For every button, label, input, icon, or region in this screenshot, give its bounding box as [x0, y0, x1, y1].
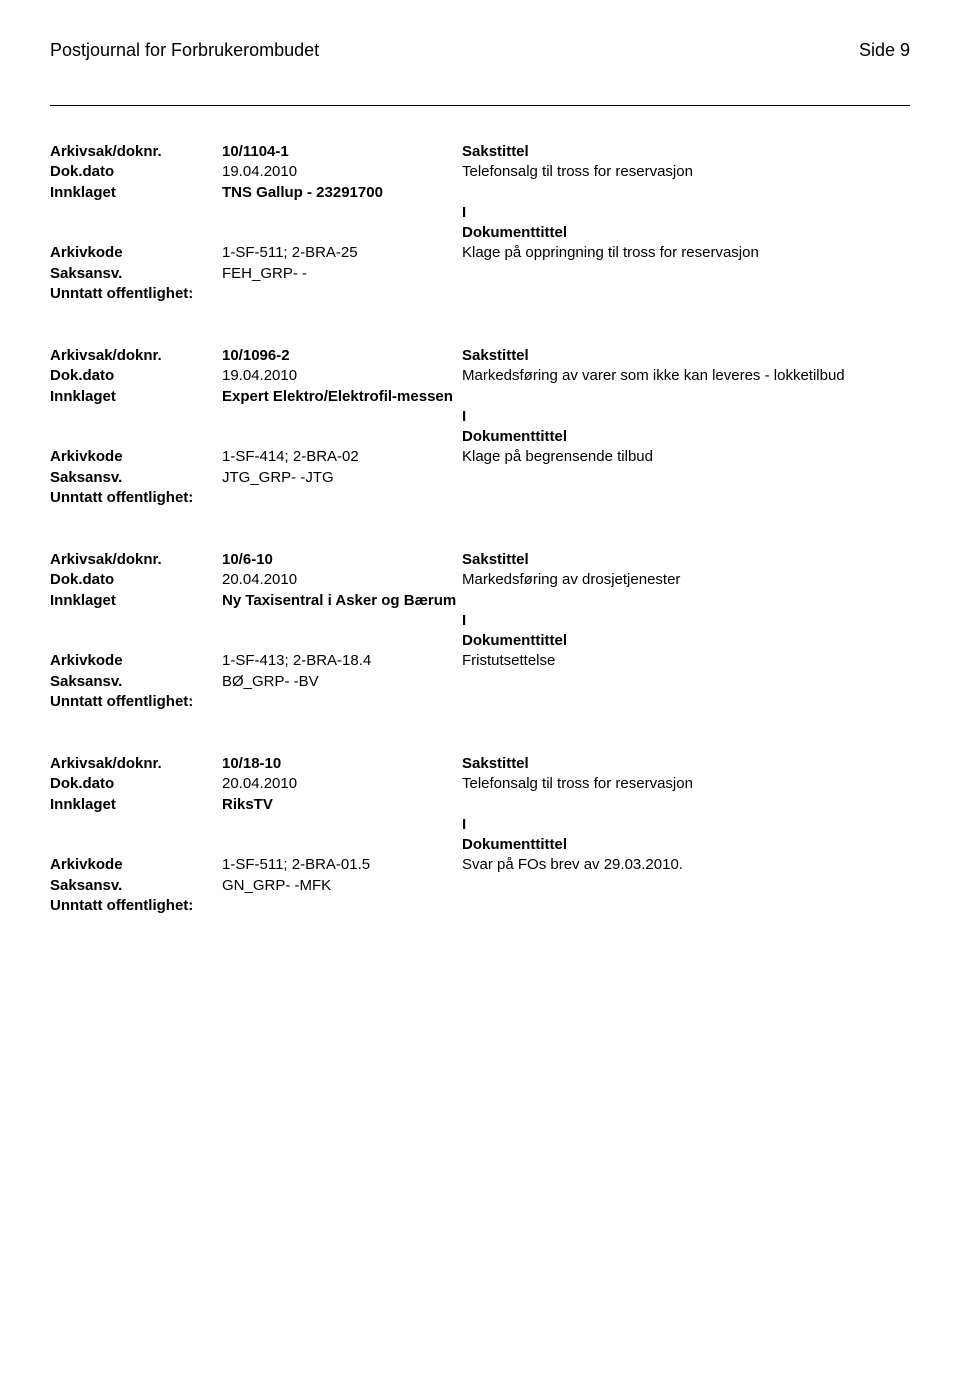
value-type: I: [462, 407, 910, 427]
value-sakstittel: Telefonsalg til tross for reservasjon: [462, 162, 910, 182]
value-dokumenttittel: Fristutsettelse: [462, 651, 910, 671]
value-arkivkode: 1-SF-511; 2-BRA-01.5: [222, 855, 462, 875]
value-dokdato: 19.04.2010: [222, 366, 462, 386]
value-arkivsak: 10/1096-2: [222, 346, 462, 366]
value-saksansv: GN_GRP- -MFK: [222, 876, 462, 896]
page-number: Side 9: [859, 40, 910, 61]
label-sakstittel: Sakstittel: [462, 346, 910, 366]
value-dokumenttittel: Klage på begrensende tilbud: [462, 447, 910, 467]
label-innklaget: Innklaget: [50, 183, 222, 203]
label-arkivkode: Arkivkode: [50, 447, 222, 467]
entries-container: Arkivsak/doknr. 10/1104-1 Sakstittel Dok…: [50, 142, 910, 916]
value-arkivkode: 1-SF-414; 2-BRA-02: [222, 447, 462, 467]
value-arkivsak: 10/18-10: [222, 754, 462, 774]
value-sakstittel: Markedsføring av drosjetjenester: [462, 570, 910, 590]
divider: [50, 105, 910, 106]
label-dokdato: Dok.dato: [50, 774, 222, 794]
journal-title: Postjournal for Forbrukerombudet: [50, 40, 319, 61]
label-arkivsak: Arkivsak/doknr.: [50, 346, 222, 366]
value-sakstittel: Markedsføring av varer som ikke kan leve…: [462, 366, 910, 386]
value-sakstittel: Telefonsalg til tross for reservasjon: [462, 774, 910, 794]
label-dokdato: Dok.dato: [50, 162, 222, 182]
label-innklaget: Innklaget: [50, 795, 222, 815]
value-dokdato: 20.04.2010: [222, 570, 462, 590]
value-arkivsak: 10/6-10: [222, 550, 462, 570]
label-unntatt: Unntatt offentlighet:: [50, 284, 222, 304]
journal-entry: Arkivsak/doknr. 10/1104-1 Sakstittel Dok…: [50, 142, 910, 304]
value-dokdato: 20.04.2010: [222, 774, 462, 794]
label-unntatt: Unntatt offentlighet:: [50, 692, 222, 712]
label-dokdato: Dok.dato: [50, 570, 222, 590]
label-arkivkode: Arkivkode: [50, 243, 222, 263]
label-sakstittel: Sakstittel: [462, 550, 910, 570]
label-dokumenttittel: Dokumenttittel: [462, 835, 910, 855]
label-unntatt: Unntatt offentlighet:: [50, 488, 222, 508]
value-saksansv: BØ_GRP- -BV: [222, 672, 462, 692]
value-innklaget: TNS Gallup - 23291700: [222, 183, 462, 203]
value-dokumenttittel: Klage på oppringning til tross for reser…: [462, 243, 910, 263]
value-dokdato: 19.04.2010: [222, 162, 462, 182]
value-type: I: [462, 611, 910, 631]
label-arkivkode: Arkivkode: [50, 855, 222, 875]
label-saksansv: Saksansv.: [50, 468, 222, 488]
value-dokumenttittel: Svar på FOs brev av 29.03.2010.: [462, 855, 910, 875]
page-header: Postjournal for Forbrukerombudet Side 9: [50, 40, 910, 61]
label-sakstittel: Sakstittel: [462, 754, 910, 774]
value-innklaget: Expert Elektro/Elektrofil-messen: [222, 387, 462, 407]
value-arkivkode: 1-SF-413; 2-BRA-18.4: [222, 651, 462, 671]
label-saksansv: Saksansv.: [50, 876, 222, 896]
value-saksansv: JTG_GRP- -JTG: [222, 468, 462, 488]
label-dokumenttittel: Dokumenttittel: [462, 427, 910, 447]
value-innklaget: RiksTV: [222, 795, 462, 815]
journal-entry: Arkivsak/doknr. 10/1096-2 Sakstittel Dok…: [50, 346, 910, 508]
label-arkivsak: Arkivsak/doknr.: [50, 754, 222, 774]
value-arkivsak: 10/1104-1: [222, 142, 462, 162]
value-saksansv: FEH_GRP- -: [222, 264, 462, 284]
label-innklaget: Innklaget: [50, 387, 222, 407]
label-unntatt: Unntatt offentlighet:: [50, 896, 222, 916]
label-dokdato: Dok.dato: [50, 366, 222, 386]
label-arkivsak: Arkivsak/doknr.: [50, 142, 222, 162]
label-arkivsak: Arkivsak/doknr.: [50, 550, 222, 570]
value-innklaget: Ny Taxisentral i Asker og Bærum: [222, 591, 462, 611]
label-dokumenttittel: Dokumenttittel: [462, 223, 910, 243]
value-arkivkode: 1-SF-511; 2-BRA-25: [222, 243, 462, 263]
label-arkivkode: Arkivkode: [50, 651, 222, 671]
label-innklaget: Innklaget: [50, 591, 222, 611]
value-type: I: [462, 203, 910, 223]
label-sakstittel: Sakstittel: [462, 142, 910, 162]
journal-entry: Arkivsak/doknr. 10/6-10 Sakstittel Dok.d…: [50, 550, 910, 712]
label-dokumenttittel: Dokumenttittel: [462, 631, 910, 651]
journal-entry: Arkivsak/doknr. 10/18-10 Sakstittel Dok.…: [50, 754, 910, 916]
label-saksansv: Saksansv.: [50, 672, 222, 692]
label-saksansv: Saksansv.: [50, 264, 222, 284]
value-type: I: [462, 815, 910, 835]
